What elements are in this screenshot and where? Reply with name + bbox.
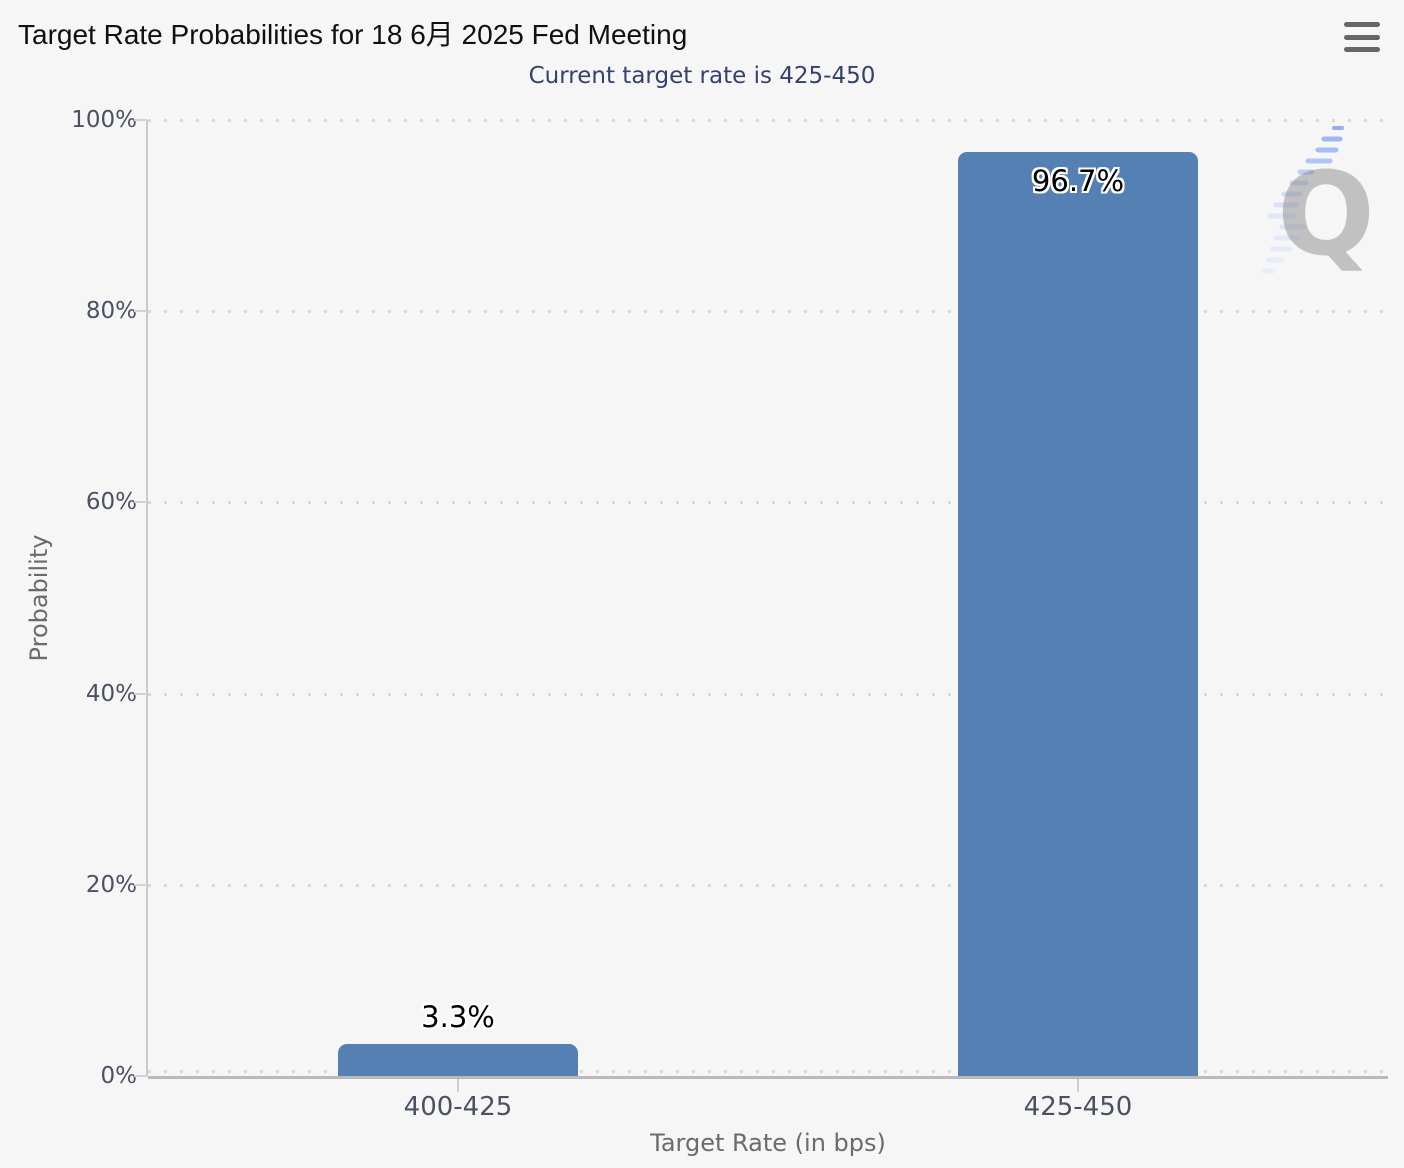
x-axis-title: Target Rate (in bps)	[650, 1129, 886, 1157]
gridline-0%	[148, 1070, 1388, 1073]
y-axis-label-40%: 40%	[85, 681, 137, 707]
chart-subtitle: Current target rate is 425-450	[528, 63, 876, 89]
plot-area: 3.3% 96.7%	[148, 119, 1388, 1076]
bar-value-label: 3.3%	[421, 1000, 495, 1034]
y-axis-label-100%: 100%	[71, 107, 137, 133]
bar-400-425[interactable]	[338, 1044, 578, 1076]
bar-425-450[interactable]	[958, 152, 1198, 1076]
y-axis-tick	[134, 119, 147, 121]
gridline-60%	[148, 501, 1388, 504]
gridline-80%	[148, 310, 1388, 313]
y-axis-label-60%: 60%	[85, 489, 137, 515]
gridline-20%	[148, 884, 1388, 887]
chart-context-menu-button[interactable]	[1344, 22, 1380, 52]
x-axis-label-400-425: 400-425	[403, 1092, 513, 1122]
y-axis-line	[146, 120, 148, 1076]
y-axis-title: Probability	[25, 534, 53, 662]
y-axis-tick	[134, 693, 147, 695]
x-axis-line	[148, 1076, 1388, 1079]
watermark-q-letter: Q	[1277, 148, 1375, 282]
x-axis-tick	[457, 1079, 459, 1092]
gridline-100%	[148, 119, 1388, 122]
y-axis-label-0%: 0%	[100, 1063, 138, 1089]
x-axis-label-425-450: 425-450	[1023, 1092, 1133, 1122]
hamburger-icon	[1344, 47, 1380, 52]
gridline-40%	[148, 693, 1388, 696]
hamburger-icon	[1344, 34, 1380, 40]
bar-value-label: 96.7%	[1031, 164, 1125, 198]
y-axis-tick	[134, 884, 147, 886]
x-axis-tick	[1077, 1079, 1079, 1092]
y-axis-label-80%: 80%	[85, 298, 137, 324]
watermark-q-logo: Q	[1261, 126, 1375, 282]
y-axis-label-20%: 20%	[85, 872, 137, 898]
y-axis-tick	[134, 1075, 147, 1077]
hamburger-icon	[1344, 22, 1380, 27]
y-axis-tick	[134, 501, 147, 503]
y-axis-tick	[134, 310, 147, 312]
chart-title: Target Rate Probabilities for 18 6月 2025…	[18, 19, 688, 50]
